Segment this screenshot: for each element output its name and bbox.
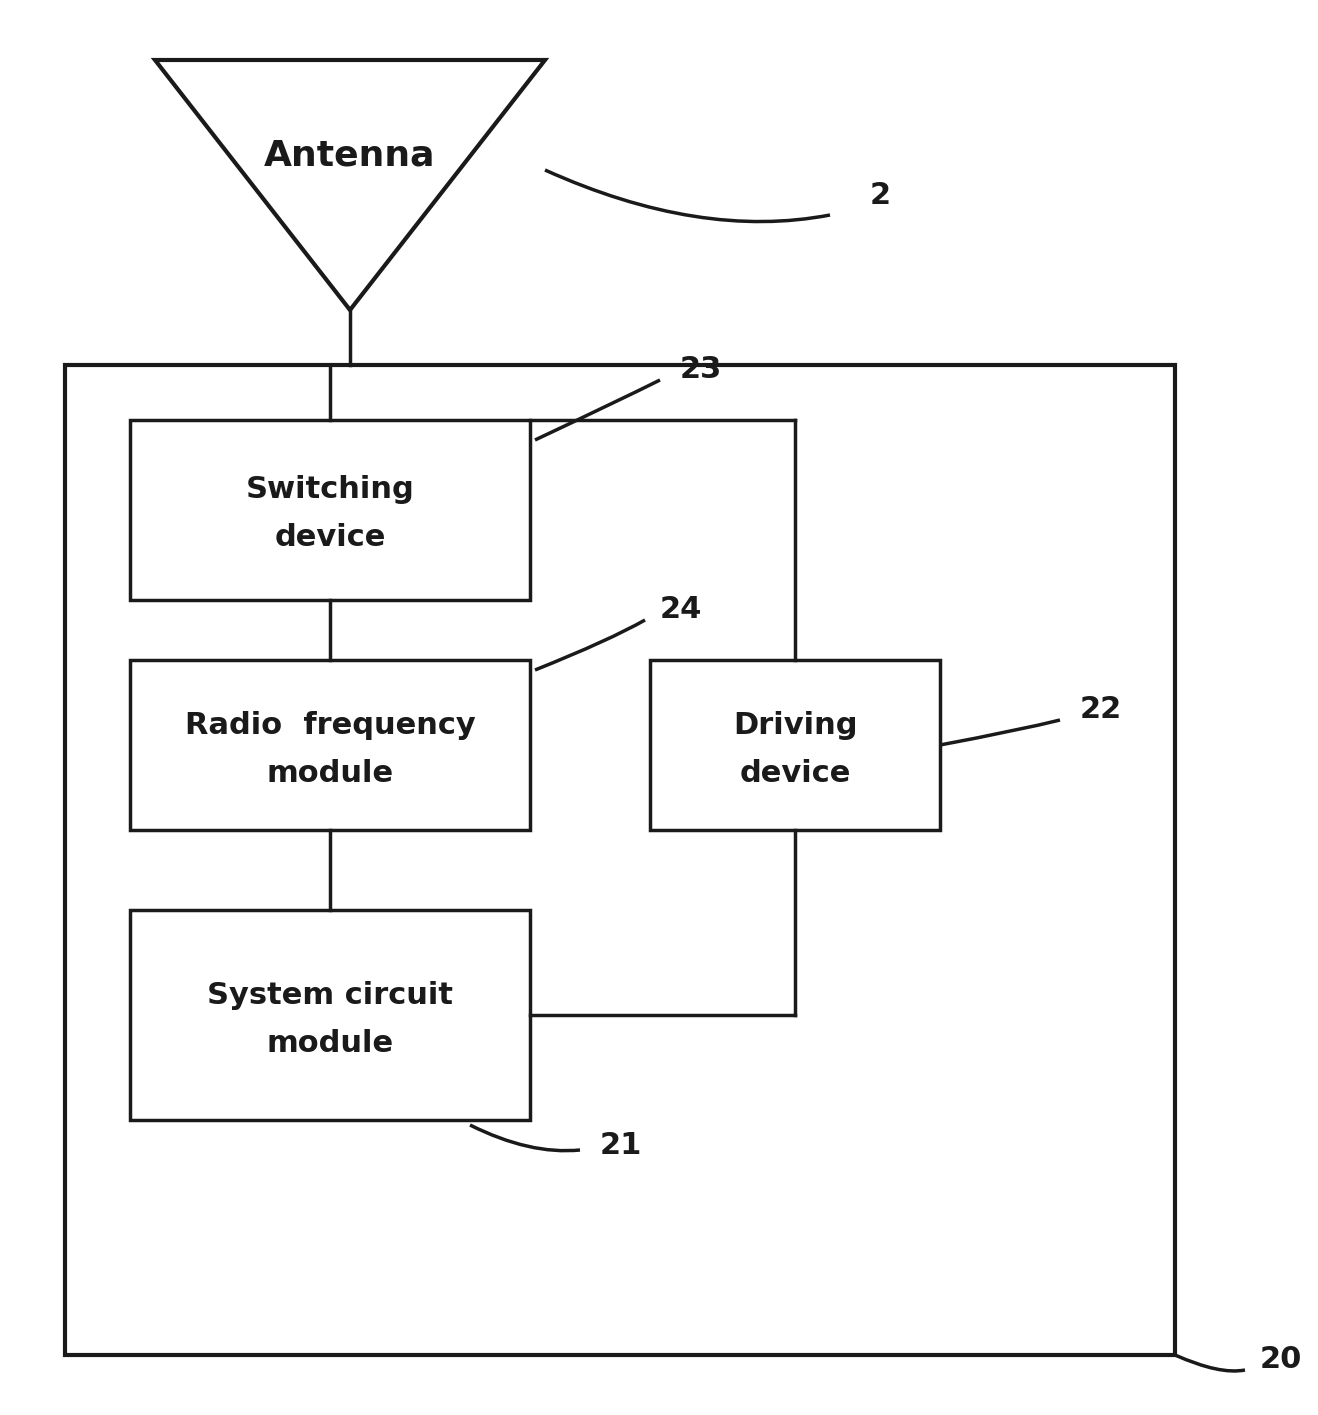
Text: Antenna: Antenna xyxy=(264,139,436,173)
Text: device: device xyxy=(739,758,850,788)
Text: 24: 24 xyxy=(660,596,702,624)
Text: 22: 22 xyxy=(1079,696,1122,724)
Bar xyxy=(650,659,940,831)
Bar xyxy=(130,420,530,600)
Text: Radio  frequency: Radio frequency xyxy=(185,710,476,740)
Text: System circuit: System circuit xyxy=(207,981,453,1009)
Text: 23: 23 xyxy=(680,355,722,385)
Text: 21: 21 xyxy=(600,1131,642,1159)
Text: module: module xyxy=(266,758,394,788)
Text: device: device xyxy=(274,524,386,552)
Bar xyxy=(130,910,530,1121)
Text: Switching: Switching xyxy=(245,475,414,505)
Text: 2: 2 xyxy=(870,181,891,209)
Bar xyxy=(65,365,1176,1356)
Text: Driving: Driving xyxy=(733,710,857,740)
Text: 20: 20 xyxy=(1260,1346,1302,1374)
Bar xyxy=(130,659,530,831)
Text: module: module xyxy=(266,1029,394,1057)
